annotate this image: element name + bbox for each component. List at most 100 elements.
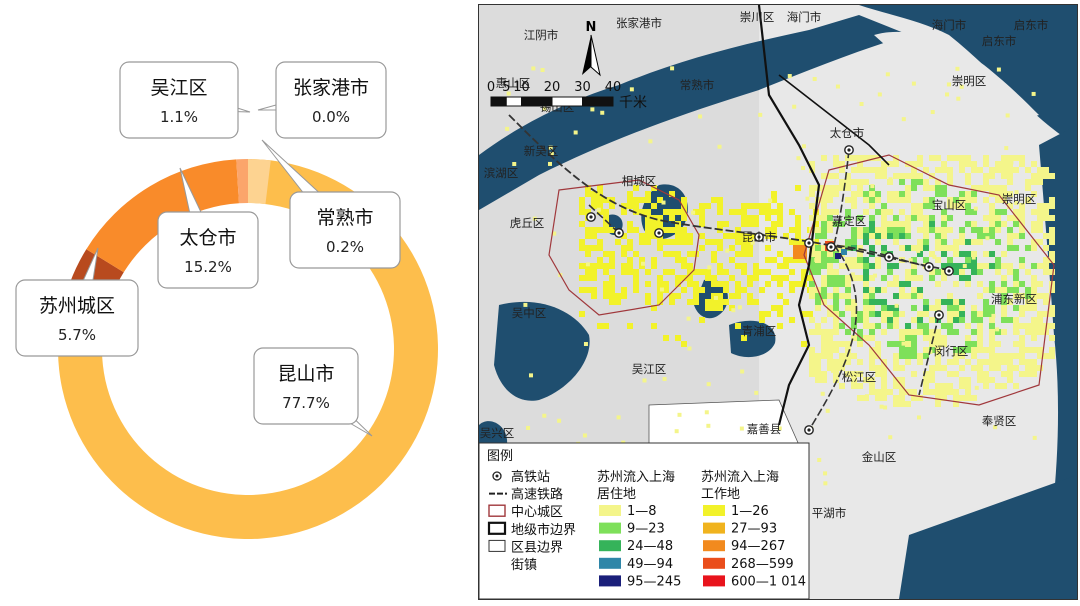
work-cell	[669, 293, 675, 299]
residence-cell	[1013, 353, 1019, 359]
work-cell	[693, 299, 699, 305]
residence-cell	[827, 257, 833, 263]
residence-cell	[905, 341, 911, 347]
residence-cell	[1031, 281, 1037, 287]
residence-cell	[809, 353, 815, 359]
work-cell	[681, 209, 687, 215]
residence-cell	[923, 257, 929, 263]
residence-cell	[839, 293, 845, 299]
residence-cell	[923, 185, 929, 191]
residence-cell	[809, 293, 815, 299]
work-cell	[741, 221, 747, 227]
residence-cell	[801, 144, 806, 149]
residence-cell	[923, 389, 929, 395]
residence-cell	[923, 335, 929, 341]
residence-cell	[911, 81, 916, 86]
residence-cell	[1025, 185, 1031, 191]
residence-cell	[869, 347, 875, 353]
residence-cell	[725, 248, 730, 253]
residence-cell	[869, 293, 875, 299]
residence-cell	[935, 389, 941, 395]
residence-cell	[983, 197, 989, 203]
residence-cell	[875, 389, 881, 395]
residence-cell	[941, 263, 947, 269]
work-cell	[675, 251, 681, 257]
work-cell	[579, 197, 585, 203]
residence-cell	[959, 377, 965, 383]
residence-cell	[911, 341, 917, 347]
residence-cell	[935, 353, 941, 359]
work-cell	[603, 287, 609, 293]
residence-cell	[923, 239, 929, 245]
residence-cell	[995, 167, 1001, 173]
residence-cell	[1001, 311, 1007, 317]
work-cell	[597, 209, 603, 215]
residence-cell	[851, 275, 857, 281]
work-cell	[681, 203, 687, 209]
residence-cell	[869, 203, 875, 209]
work-cell	[753, 221, 759, 227]
work-cell	[801, 311, 807, 317]
legend-symbol-label: 区县边界	[511, 540, 563, 555]
residence-cell	[917, 275, 923, 281]
residence-cell	[821, 287, 827, 293]
residence-cell	[965, 281, 971, 287]
residence-cell	[899, 227, 905, 233]
residence-cell	[1007, 263, 1013, 269]
callout-box	[157, 211, 259, 289]
residence-cell	[809, 359, 815, 365]
work-cell	[753, 269, 759, 275]
residence-cell	[881, 245, 887, 251]
residence-cell	[827, 215, 833, 221]
map-panel: 崇川区 海门市 江阴市 张家港市 海门市 启东市 启东市 崇明区 惠山区 锡山区 常熟市 太仓市 新吴区…	[478, 4, 1078, 600]
residence-cell	[596, 207, 601, 212]
residence-cell	[887, 281, 893, 287]
residence-cell	[648, 139, 653, 144]
residence-cell	[911, 347, 917, 353]
work-cell	[741, 287, 747, 293]
residence-cell	[971, 221, 977, 227]
donut-slice-zjg-visual	[248, 159, 271, 205]
residence-cell	[1043, 311, 1049, 317]
work-cell	[663, 227, 669, 233]
residence-cell	[989, 215, 995, 221]
residence-cell	[899, 365, 905, 371]
residence-cell	[1019, 371, 1025, 377]
residence-cell	[893, 263, 899, 269]
residence-cell	[881, 311, 887, 317]
map-place-label: 嘉善县	[747, 422, 782, 436]
work-cell	[777, 293, 783, 299]
residence-cell	[833, 341, 839, 347]
residence-cell	[953, 239, 959, 245]
residence-cell	[845, 179, 851, 185]
residence-cell	[941, 185, 947, 191]
residence-cell	[863, 275, 869, 281]
residence-cell	[941, 227, 947, 233]
residence-cell	[833, 257, 839, 263]
residence-cell	[935, 395, 941, 401]
residence-cell	[869, 227, 875, 233]
residence-cell	[845, 305, 851, 311]
residence-cell	[995, 263, 1001, 269]
work-cell	[729, 245, 735, 251]
residence-cell	[935, 281, 941, 287]
residence-cell	[929, 251, 935, 257]
work-cell	[621, 233, 627, 239]
callout-box	[119, 61, 239, 139]
residence-cell	[1013, 269, 1019, 275]
residence-cell	[993, 425, 998, 430]
residence-cell	[1019, 233, 1025, 239]
residence-cell	[911, 353, 917, 359]
work-cell	[789, 257, 795, 263]
work-cell	[777, 221, 783, 227]
residence-cell	[659, 287, 664, 292]
residence-cell	[845, 347, 851, 353]
map-place-label: 嘉定区	[832, 214, 867, 228]
work-cell	[699, 221, 705, 227]
residence-cell	[845, 275, 851, 281]
work-cell	[621, 287, 627, 293]
residence-cell	[1013, 245, 1019, 251]
residence-cell	[941, 389, 947, 395]
residence-cell	[1049, 323, 1055, 329]
residence-cell	[869, 311, 875, 317]
